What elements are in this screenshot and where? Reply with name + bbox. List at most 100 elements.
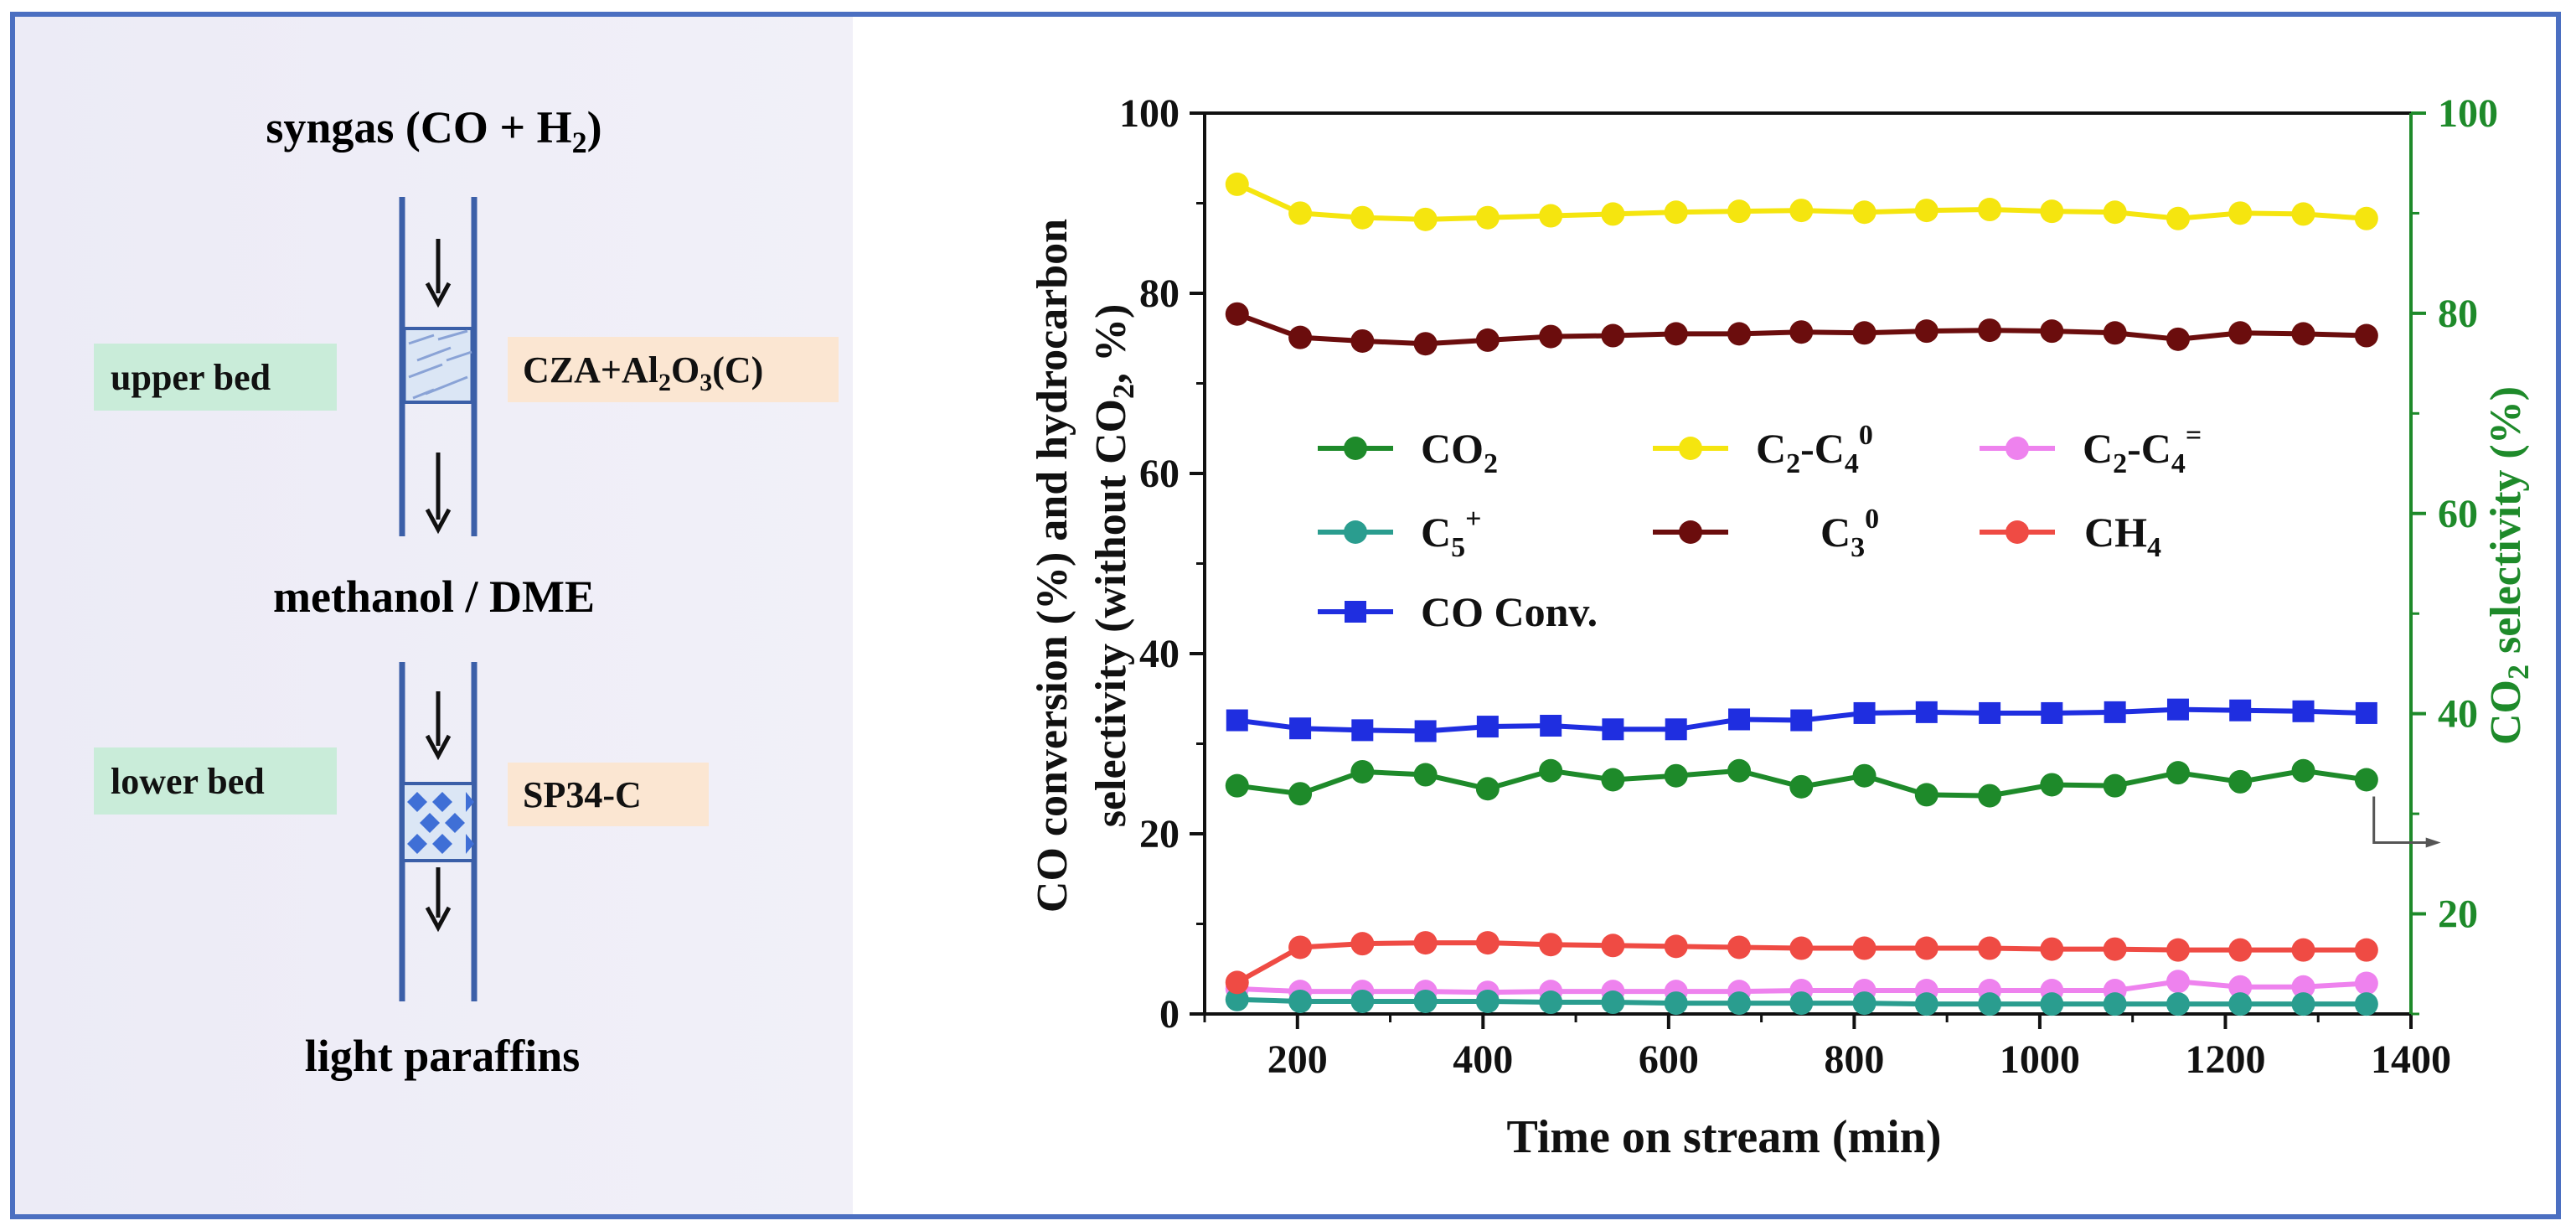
light-paraffins-label: light paraffins: [305, 1031, 581, 1081]
data-point: [1852, 321, 1877, 345]
data-point: [2354, 971, 2378, 996]
methanol-dme-label: methanol / DME: [273, 572, 595, 622]
lower-bed-tag: lower bed: [94, 747, 337, 815]
data-point: [1978, 784, 2002, 808]
data-point: [2166, 970, 2190, 994]
data-point: [1914, 199, 1938, 223]
data-point: [2228, 321, 2253, 345]
data-point: [1539, 758, 1563, 783]
data-point: [1351, 719, 1374, 742]
data-point: [1664, 763, 1688, 788]
data-point: [1727, 991, 1752, 1016]
legend-entry: CO Conv.: [1318, 588, 1598, 635]
arrow-down-icon: [425, 867, 452, 933]
data-point: [1475, 328, 1500, 352]
series-c3-paraffin: [1225, 302, 2378, 356]
data-point: [1475, 931, 1500, 955]
data-point: [2166, 992, 2190, 1016]
y2-tick-label: 60: [2438, 492, 2478, 536]
legend-label: CO2: [1421, 425, 1498, 479]
y-tick-label: 20: [1139, 812, 1180, 856]
chart-panel: 200 400 600 800 1000 1200 1400 0 20 40 60 80 100 20 40…: [853, 17, 2553, 1214]
data-point: [2228, 201, 2253, 225]
upper-bed-tag: upper bed: [94, 344, 337, 411]
legend-entry: CO2: [1318, 425, 1498, 479]
chart-axes: 200 400 600 800 1000 1200 1400 0 20 40 60 80 100 20 40…: [1119, 91, 2498, 1082]
data-point: [1288, 201, 1313, 225]
data-point: [2103, 992, 2127, 1016]
chart-legend: CO2 C2-C40 C2-C4= C5+ C30 CH4 CO Conv.: [1318, 420, 2202, 635]
data-point: [1601, 934, 1625, 958]
data-point: [1475, 989, 1500, 1013]
data-point: [1288, 782, 1313, 806]
series-c5-: [1225, 987, 2378, 1016]
data-point: [1288, 325, 1313, 349]
data-point: [1476, 716, 1499, 738]
data-point: [1914, 992, 1938, 1016]
data-point: [1728, 708, 1751, 731]
data-point: [2354, 768, 2378, 792]
x-tick-label: 600: [1639, 1037, 1699, 1082]
data-point: [1413, 763, 1438, 787]
data-point: [1852, 936, 1877, 960]
data-point: [2103, 937, 2127, 961]
data-point: [1664, 991, 1688, 1016]
series-co-conv-: [1226, 698, 2377, 742]
data-point: [1540, 715, 1562, 737]
data-point: [2291, 758, 2315, 783]
data-point: [2354, 992, 2378, 1016]
data-point: [1288, 989, 1313, 1013]
data-point: [1413, 332, 1438, 356]
series-ch4: [1225, 931, 2378, 995]
data-point: [2228, 769, 2253, 794]
legend-marker: [1679, 520, 1702, 544]
data-point: [2103, 200, 2127, 225]
upper-catalyst-label: CZA+Al2O3(C): [523, 349, 763, 396]
data-point: [2228, 938, 2253, 962]
data-point: [1979, 701, 2001, 724]
data-point: [2228, 975, 2253, 999]
legend-entry: CH4: [1980, 509, 2161, 563]
data-point: [2040, 992, 2064, 1016]
legend-entry: C2-C4=: [1980, 420, 2202, 479]
y-tick-label: 40: [1139, 632, 1180, 676]
data-point: [1289, 717, 1312, 740]
data-point: [1475, 205, 1500, 230]
data-point: [1790, 709, 1813, 732]
data-point: [2291, 992, 2315, 1016]
data-point: [2291, 938, 2315, 962]
data-point: [1225, 172, 1249, 196]
data-point: [2228, 992, 2253, 1016]
y-tick-label: 100: [1119, 91, 1180, 136]
data-point: [2040, 199, 2064, 224]
data-point: [2354, 938, 2378, 962]
data-point: [2291, 202, 2315, 226]
arrow-down-icon: [425, 453, 452, 535]
x-tick-label: 1400: [2371, 1037, 2451, 1082]
legend-label: C30: [1820, 504, 1879, 563]
series-c2-c4-paraffins: [1225, 172, 2378, 231]
legend-label: CO Conv.: [1421, 588, 1598, 635]
data-point: [1789, 320, 1814, 344]
y2-tick-label: 40: [2438, 692, 2478, 737]
data-point: [1978, 992, 2002, 1016]
arrow-down-icon: [425, 239, 452, 308]
data-point: [1414, 720, 1437, 742]
data-point: [1852, 763, 1877, 788]
arrow-down-icon: [425, 691, 452, 761]
data-point: [1413, 931, 1438, 955]
data-point: [2166, 327, 2190, 351]
legend-entry: C2-C40: [1653, 420, 1873, 479]
data-point: [1789, 991, 1814, 1016]
x-tick-label: 1000: [2000, 1037, 2080, 1082]
legend-marker: [2006, 520, 2029, 544]
arrow-head: [2425, 837, 2441, 848]
data-point: [2355, 701, 2377, 724]
data-point: [1539, 204, 1563, 228]
figure-frame: [10, 12, 2561, 1219]
data-point: [2040, 319, 2064, 344]
data-point: [2104, 701, 2126, 723]
data-point: [2040, 773, 2064, 797]
y2-tick-label: 100: [2438, 91, 2498, 136]
data-point: [1602, 718, 1624, 741]
